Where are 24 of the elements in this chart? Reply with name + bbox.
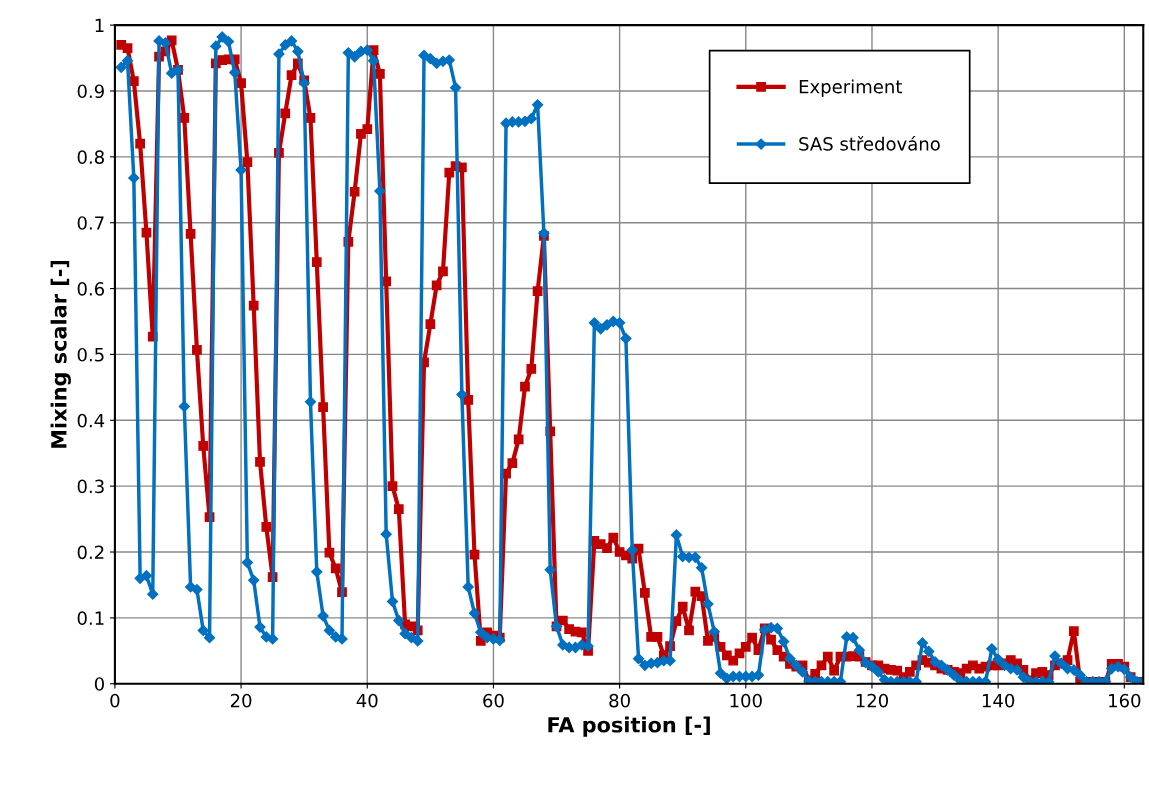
x-axis-title: FA position [-] — [548, 716, 710, 737]
y-tick-label: 0.9 — [77, 84, 104, 99]
legend-label: SAS středováno — [799, 135, 940, 151]
y-tick-label: 0 — [94, 677, 104, 691]
x-tick-label: 40 — [356, 693, 378, 708]
x-tick-label: 140 — [982, 693, 1015, 708]
x-tick-label: 0 — [110, 693, 120, 708]
y-tick-label: 0.5 — [77, 347, 104, 362]
y-tick-label: 0.2 — [77, 545, 104, 560]
x-tick-label: 120 — [856, 693, 888, 708]
y-tick-label: 0.1 — [77, 611, 104, 625]
y-tick-label: 0.7 — [77, 216, 104, 230]
x-tick-label: 160 — [1109, 693, 1141, 708]
y-tick-label: 1 — [95, 18, 104, 32]
y-tick-label: 0.8 — [77, 150, 104, 164]
x-tick-label: 60 — [483, 693, 504, 708]
x-tick-label: 80 — [609, 693, 630, 708]
y-tick-label: 0.3 — [77, 479, 104, 494]
y-axis-title: Mixing scalar [-] — [50, 260, 71, 448]
y-tick-label: 0.6 — [77, 282, 105, 296]
x-tick-label: 20 — [230, 693, 252, 708]
x-tick-label: 100 — [730, 693, 762, 708]
legend-label: Experiment — [799, 79, 902, 97]
y-tick-label: 0.4 — [77, 413, 105, 428]
